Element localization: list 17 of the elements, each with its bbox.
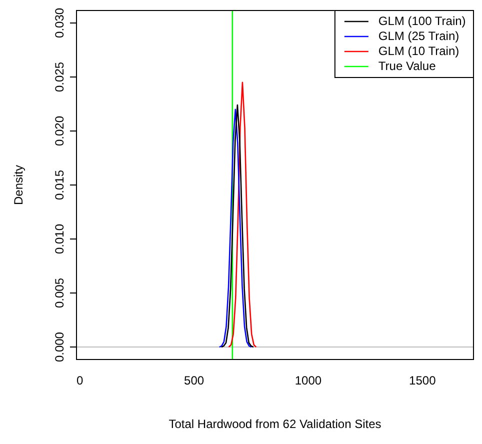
y-tick-label: 0.020 [52,116,66,146]
x-tick-label: 0 [76,374,84,388]
x-axis-title: Total Hardwood from 62 Validation Sites [168,417,382,432]
y-tick-label: 0.015 [52,170,66,200]
y-tick-label: 0.030 [52,8,66,38]
y-tick-label: 0.010 [52,224,66,254]
x-tick-label: 500 [184,374,204,388]
legend-label: True Value [378,58,436,73]
x-tick-label: 1000 [294,374,322,388]
legend-label: GLM (25 Train) [378,28,460,43]
x-tick-label: 1500 [409,374,436,388]
y-tick-label: 0.005 [52,278,66,308]
y-tick-label: 0.025 [52,62,66,92]
y-axis-title: Density [12,164,26,206]
y-tick-label: 0.000 [52,332,66,362]
legend-label: GLM (10 Train) [378,44,460,58]
legend-label: GLM (100 Train) [378,14,466,28]
